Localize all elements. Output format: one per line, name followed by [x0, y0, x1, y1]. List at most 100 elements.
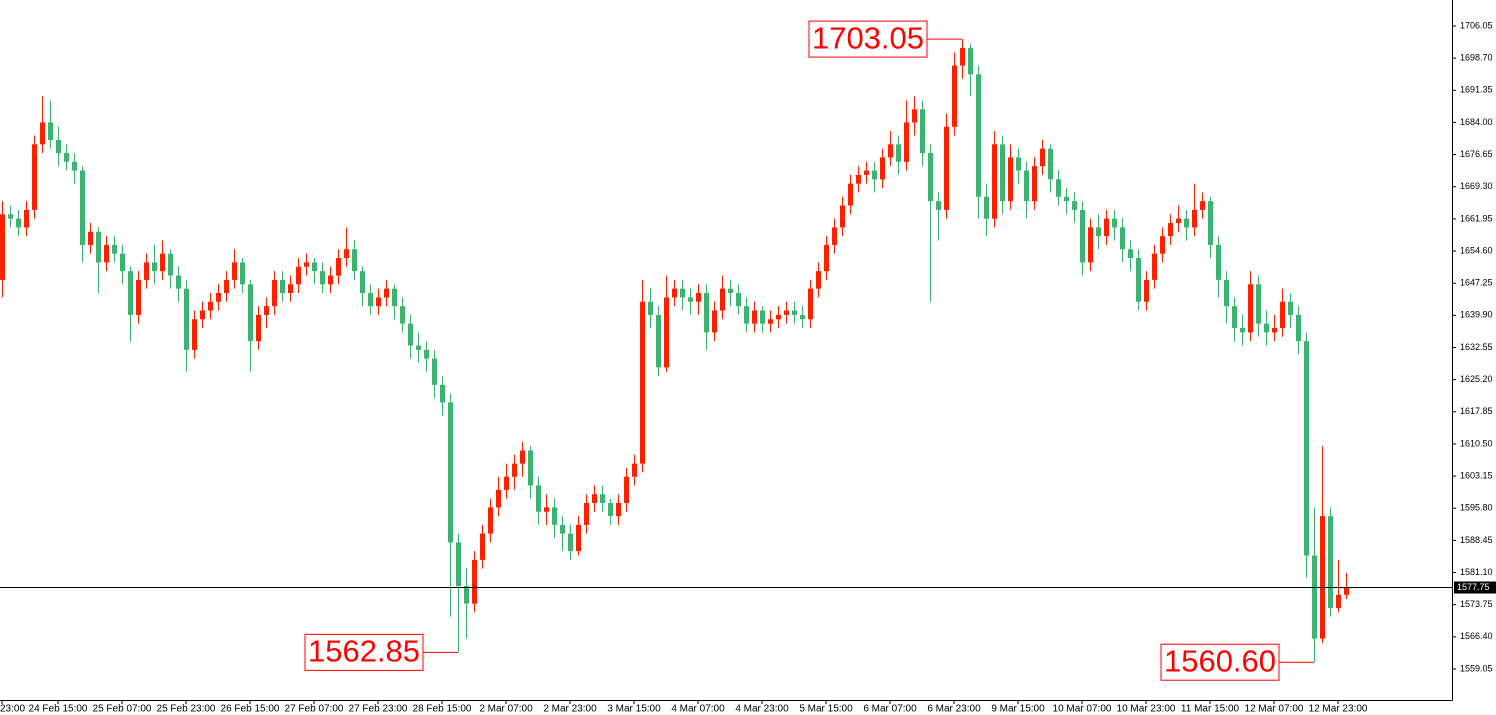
candle-body — [288, 284, 293, 294]
candle-body — [776, 314, 781, 320]
candle-body — [184, 288, 189, 350]
candle-body — [1008, 157, 1013, 202]
candle-body — [1120, 227, 1125, 250]
candle-body — [888, 144, 893, 158]
candle-body — [440, 384, 445, 403]
candle-body — [760, 310, 765, 324]
candle-body — [192, 319, 197, 350]
x-tick-label: 9 Mar 15:00 — [991, 704, 1045, 715]
candle-body — [920, 109, 925, 154]
candle-body — [688, 297, 693, 302]
candle-body — [488, 507, 493, 534]
candle-body — [32, 144, 37, 210]
y-tick-label: 1559.05 — [1460, 663, 1493, 673]
candle-body — [400, 306, 405, 324]
candle-body — [672, 288, 677, 298]
candle-body — [1056, 179, 1061, 197]
candle-body — [528, 450, 533, 486]
candle-body — [1048, 148, 1053, 180]
candle-body — [1160, 236, 1165, 254]
annotation-box — [1160, 643, 1280, 681]
candle-body — [320, 271, 325, 285]
candle-body — [208, 301, 213, 311]
x-tick-label: 11 Mar 15:00 — [1181, 704, 1240, 715]
annotation-box — [808, 20, 928, 58]
y-tick-label: 1661.95 — [1460, 213, 1493, 223]
y-tick-label: 1603.15 — [1460, 470, 1493, 480]
candle-body — [856, 174, 861, 184]
candle-body — [808, 288, 813, 320]
candle-body — [1328, 516, 1333, 608]
candle-body — [1184, 218, 1189, 228]
candle-body — [1192, 209, 1197, 228]
annotation-box — [304, 633, 424, 671]
candle-body — [576, 524, 581, 552]
candle-body — [304, 262, 309, 267]
candle-body — [560, 524, 565, 534]
candle-body — [592, 494, 597, 503]
candle-body — [24, 209, 29, 228]
candle-body — [1000, 144, 1005, 202]
candle-body — [968, 48, 973, 75]
candle-body — [736, 293, 741, 307]
x-tick-label: 5 Mar 15:00 — [799, 704, 853, 715]
candle-body — [1072, 201, 1077, 210]
candle-body — [176, 275, 181, 289]
candle-body — [816, 271, 821, 289]
candle-body — [1280, 301, 1285, 329]
candle-body — [936, 201, 941, 210]
candle-body — [456, 542, 461, 587]
candle-body — [992, 144, 997, 219]
candle-body — [864, 170, 869, 175]
candle-body — [248, 284, 253, 342]
candle-body — [1032, 166, 1037, 202]
y-tick-label: 1632.55 — [1460, 342, 1493, 352]
candle-body — [544, 507, 549, 512]
candle-body — [520, 450, 525, 464]
x-tick-label: 28 Feb 15:00 — [413, 704, 472, 715]
candle-body — [280, 279, 285, 294]
candle-body — [608, 502, 613, 517]
candle-body — [264, 306, 269, 315]
candle-body — [112, 244, 117, 254]
candle-body — [1296, 314, 1301, 342]
candle-body — [552, 507, 557, 525]
x-tick-label: 27 Feb 07:00 — [285, 704, 344, 715]
candle-body — [1176, 218, 1181, 224]
candle-body — [648, 301, 653, 315]
candle-body — [40, 122, 45, 145]
annotation-label: 1560.60 — [1164, 643, 1276, 678]
candle-body — [872, 170, 877, 180]
x-tick-label: 4 Mar 07:00 — [671, 704, 725, 715]
x-tick-label: 23:00 — [0, 704, 25, 715]
candle-body — [240, 262, 245, 285]
x-tick-label: 12 Mar 23:00 — [1309, 704, 1368, 715]
candle-body — [0, 214, 5, 280]
candle-body — [496, 489, 501, 508]
candle-body — [392, 288, 397, 307]
candle-body — [376, 297, 381, 307]
y-tick-label: 1581.10 — [1460, 567, 1493, 577]
candle-body — [928, 153, 933, 202]
candle-body — [896, 144, 901, 162]
x-tick-label: 6 Mar 23:00 — [927, 704, 981, 715]
candle-body — [56, 139, 61, 154]
candle-body — [664, 297, 669, 368]
candle-body — [256, 314, 261, 342]
candle-body — [328, 275, 333, 285]
y-tick-label: 1566.40 — [1460, 631, 1493, 641]
candle-body — [144, 262, 149, 280]
y-tick-label: 1669.30 — [1460, 181, 1493, 191]
y-tick-label: 1654.60 — [1460, 245, 1493, 255]
price-label-bg — [1454, 581, 1496, 594]
candle-body — [696, 293, 701, 302]
candle-body — [536, 485, 541, 512]
candle-body — [792, 310, 797, 315]
candle-body — [152, 262, 157, 272]
candle-body — [1024, 170, 1029, 202]
candle-body — [656, 314, 661, 368]
candle-body — [1216, 244, 1221, 280]
candle-body — [848, 183, 853, 206]
